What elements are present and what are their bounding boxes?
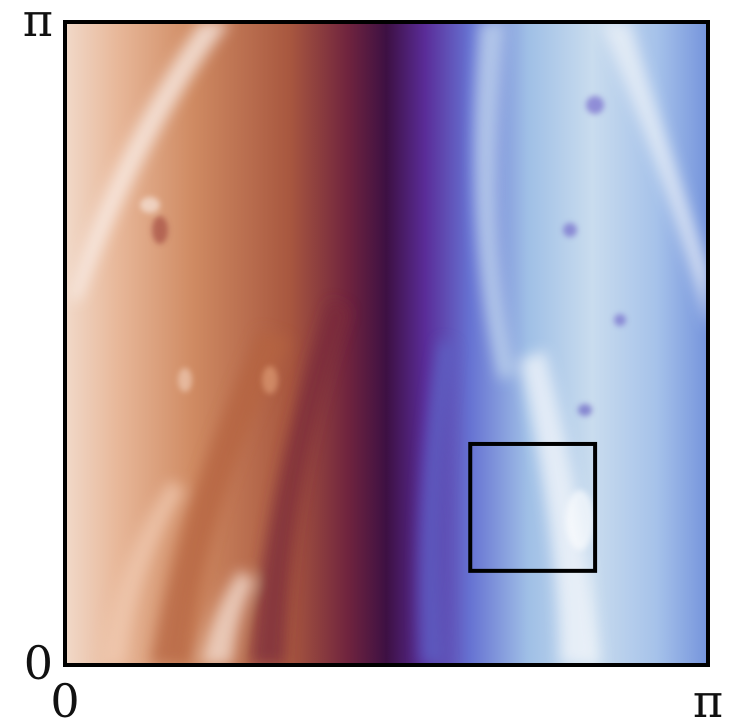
y-tick-label: π xyxy=(23,0,53,47)
y-tick-label: 0 xyxy=(24,636,53,690)
x-tick-label: π xyxy=(693,674,723,726)
x-tick-label: 0 xyxy=(50,674,79,726)
chart: 0 π 0 π xyxy=(0,0,730,726)
field-image xyxy=(65,22,708,665)
